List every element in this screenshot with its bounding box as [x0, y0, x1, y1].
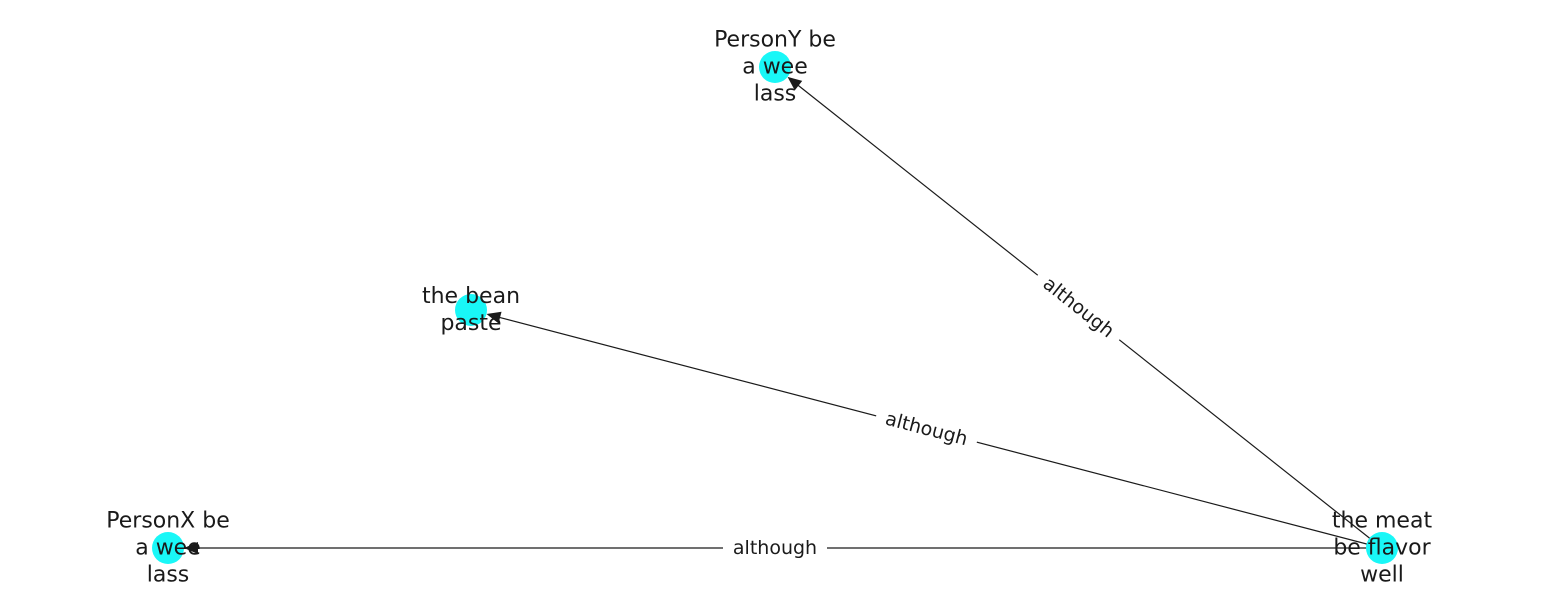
edge-label-background: [1029, 264, 1128, 351]
arrowhead: [486, 311, 502, 324]
node-label-line: PersonY be: [714, 28, 836, 53]
node-label-line: PersonX be: [106, 509, 230, 534]
node-label-line: be flavor: [1333, 536, 1431, 561]
node-label-line: the meat: [1332, 509, 1433, 534]
edge-label-group: although: [723, 534, 827, 562]
node-label: PersonY be a wee lass: [714, 28, 836, 107]
node-n_personX: PersonX be a wee lass: [106, 509, 230, 588]
edge-label: although: [883, 408, 970, 451]
arrowhead: [787, 76, 803, 91]
node-circle: [1366, 532, 1398, 564]
edge-n_meat-to-n_personY: although: [787, 76, 1383, 549]
node-n_personY: PersonY be a wee lass: [714, 28, 836, 107]
node-label-line: the bean: [422, 284, 520, 309]
node-n_meat: the meat be flavor well: [1332, 509, 1433, 588]
node-circle: [152, 532, 184, 564]
edge-label-group: although: [1029, 264, 1128, 351]
edges-layer: although although although: [184, 76, 1383, 562]
edge-label-background: [723, 534, 827, 562]
node-circle: [455, 294, 487, 326]
node-label-line: a wee: [135, 536, 201, 561]
node-label-line: well: [1360, 563, 1404, 588]
edge-label-group: although: [872, 402, 981, 456]
node-n_bean: the bean paste: [422, 284, 520, 336]
node-circle: [759, 51, 791, 83]
edge-label: although: [1039, 273, 1119, 343]
node-label-line: lass: [147, 563, 190, 588]
node-label: PersonX be a wee lass: [106, 509, 230, 588]
edge-label-background: [872, 402, 981, 456]
node-label: the bean paste: [422, 284, 520, 336]
node-label-line: a wee: [742, 55, 808, 80]
node-label-line: lass: [754, 82, 797, 107]
edge-n_meat-to-n_personX: although: [184, 534, 1382, 562]
node-label: the meat be flavor well: [1332, 509, 1433, 588]
node-label-line: paste: [440, 311, 501, 336]
edge-label: although: [733, 537, 817, 559]
edge-n_meat-to-n_bean: although: [486, 311, 1383, 549]
arrowhead: [184, 542, 198, 554]
